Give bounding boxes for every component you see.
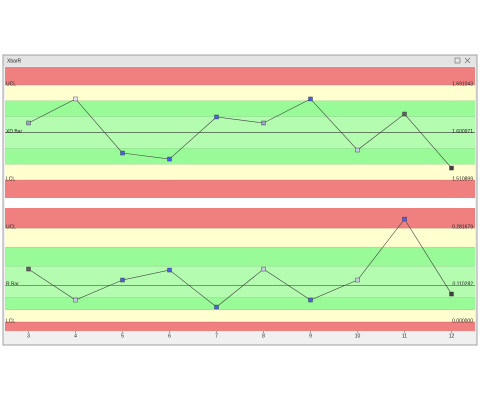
data-point — [449, 165, 454, 171]
x-tick-label: 5 — [121, 333, 124, 339]
close-button[interactable] — [464, 57, 471, 64]
data-point — [120, 150, 125, 156]
zone — [5, 164, 475, 181]
zone — [5, 180, 475, 198]
data-point — [355, 277, 360, 283]
zone — [5, 266, 475, 286]
x-tick-label: 4 — [74, 333, 77, 339]
data-point — [449, 291, 454, 297]
data-point — [402, 111, 407, 117]
data-point — [355, 147, 360, 153]
series-line — [28, 218, 452, 308]
zone — [5, 247, 475, 267]
limit-value: 0.000000 — [452, 318, 473, 324]
x-tick-label: 6 — [168, 333, 171, 339]
series-line — [28, 98, 452, 169]
zone — [5, 309, 475, 322]
limit-value: 0.110282 — [453, 282, 474, 288]
data-point — [73, 96, 78, 102]
x-tick-label: 7 — [215, 333, 218, 339]
x-tick-label: 12 — [449, 333, 455, 339]
limit-name: LCL — [6, 318, 15, 324]
separator — [5, 198, 475, 208]
zone — [5, 297, 475, 310]
zone — [5, 228, 475, 248]
x-tick-label: 9 — [309, 333, 312, 339]
zone — [5, 285, 475, 298]
x-tick-label: 3 — [27, 333, 30, 339]
data-point — [26, 120, 31, 126]
limit-name: XD Bar — [6, 129, 22, 135]
zone — [5, 132, 475, 149]
data-point — [73, 297, 78, 303]
data-point — [261, 266, 266, 272]
data-point — [261, 120, 266, 126]
zone — [5, 208, 475, 229]
zone — [5, 148, 475, 165]
limit-name: R Bar — [6, 282, 19, 288]
data-point — [167, 267, 172, 273]
zone — [5, 100, 475, 117]
limit-value: 1.510899 — [452, 176, 473, 182]
limit-value: 0.281679 — [452, 224, 473, 230]
data-point — [402, 216, 407, 222]
limit-name: UCL — [6, 81, 16, 87]
limit-value: 1.691043 — [452, 81, 473, 87]
limit-name: LCL — [6, 176, 15, 182]
window-title: XbarR — [7, 58, 22, 64]
data-point — [26, 266, 31, 272]
title-bar — [3, 55, 477, 67]
zone — [5, 116, 475, 133]
window-buttons[interactable] — [454, 57, 471, 64]
data-point — [308, 297, 313, 303]
data-point — [120, 277, 125, 283]
zone — [5, 84, 475, 101]
x-tick-label: 8 — [262, 333, 265, 339]
zone — [5, 322, 475, 331]
data-point — [167, 156, 172, 162]
data-point — [308, 96, 313, 102]
zone — [5, 67, 475, 85]
limit-value: 1.600971 — [452, 129, 473, 135]
data-point — [214, 304, 219, 310]
limit-name: UCL — [6, 224, 16, 230]
x-tick-label: 10 — [355, 333, 361, 339]
data-point — [214, 114, 219, 120]
x-tick-label: 11 — [402, 333, 407, 339]
maximize-button[interactable] — [454, 57, 461, 64]
